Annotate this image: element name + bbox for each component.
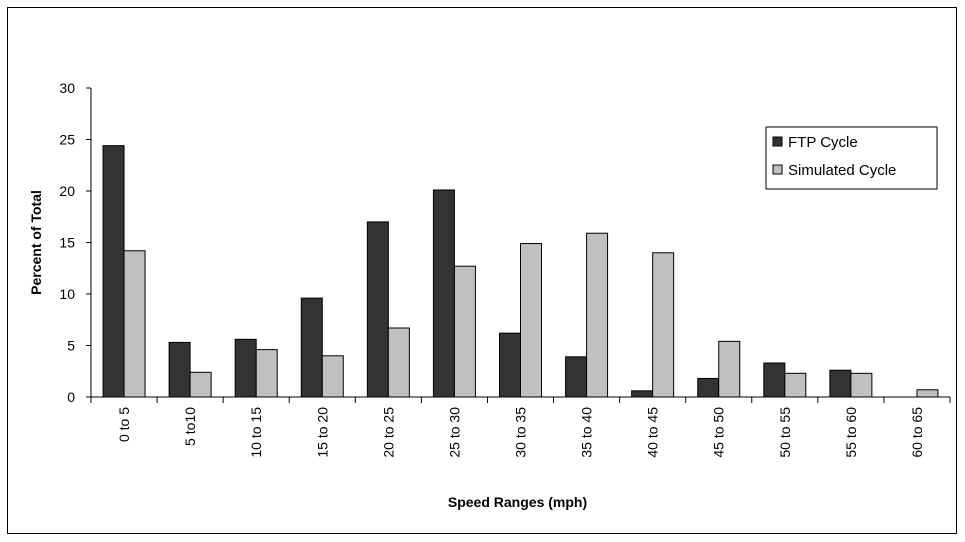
x-tick-label: 50 to 55 [777, 407, 793, 458]
tick-labels-layer: 0 5 10 15 20 25 30 0 to 5 5 to10 10 to 15 15 to 20… [59, 80, 925, 458]
bar-simulated-9 [718, 340, 741, 398]
bar-simulated-7 [586, 232, 609, 398]
x-tick-label: 40 to 45 [645, 407, 661, 458]
x-tick-label: 5 to10 [182, 407, 198, 446]
bar-ftp-3 [300, 297, 323, 398]
x-tick-label: 45 to 50 [711, 407, 727, 458]
y-tick-label: 10 [59, 286, 75, 302]
bar-simulated-3 [321, 355, 344, 398]
bar-simulated-12 [916, 389, 939, 398]
bar-ftp-1 [168, 341, 191, 398]
bar-simulated-6 [520, 243, 542, 398]
chart-frame [7, 7, 957, 534]
bar-ftp-7 [565, 356, 588, 398]
y-tick-label: 15 [59, 235, 75, 251]
bar-ftp-5 [432, 189, 455, 398]
bar-simulated-0 [123, 250, 146, 398]
bar-simulated-2 [255, 349, 278, 398]
legend-label-0: FTP Cycle [788, 134, 858, 151]
bars-layer [102, 145, 939, 398]
bar-ftp-6 [499, 332, 521, 398]
x-tick-label: 0 to 5 [116, 407, 132, 442]
x-tick-label: 15 to 20 [314, 407, 330, 458]
bar-simulated-11 [850, 372, 873, 398]
bar-ftp-4 [366, 221, 389, 398]
bar-simulated-8 [652, 252, 675, 398]
bar-ftp-11 [829, 369, 852, 398]
y-axis-title: Percent of Total [28, 190, 44, 295]
x-tick-label: 35 to 40 [579, 407, 595, 458]
bar-simulated-4 [387, 327, 410, 398]
legend-box [765, 126, 938, 190]
bar-ftp-2 [234, 338, 257, 398]
y-tick-label: 25 [59, 132, 75, 148]
x-tick-label: 10 to 15 [248, 407, 264, 458]
bar-ftp-8 [631, 390, 654, 398]
x-tick-label: 20 to 25 [380, 407, 396, 458]
legend-swatch-0 [772, 136, 783, 147]
axes-layer [86, 87, 951, 403]
bar-simulated-5 [453, 265, 476, 398]
legend-swatch-1 [772, 164, 783, 175]
x-tick-label: 25 to 30 [446, 407, 462, 458]
bar-ftp-10 [763, 362, 786, 398]
x-tick-label: 55 to 60 [843, 407, 859, 458]
y-tick-label: 30 [59, 80, 75, 96]
bar-ftp-0 [102, 145, 125, 398]
y-tick-label: 5 [67, 338, 75, 354]
legend: FTP Cycle Simulated Cycle [765, 126, 938, 190]
x-axis-title: Speed Ranges (mph) [448, 494, 587, 510]
bar-ftp-9 [697, 377, 720, 398]
y-tick-label: 20 [59, 183, 75, 199]
legend-label-1: Simulated Cycle [788, 162, 896, 179]
y-tick-label: 0 [67, 389, 75, 405]
x-tick-label: 30 to 35 [513, 407, 529, 458]
x-tick-label: 60 to 65 [909, 407, 925, 458]
bar-simulated-1 [189, 371, 212, 398]
bar-simulated-10 [784, 372, 807, 398]
